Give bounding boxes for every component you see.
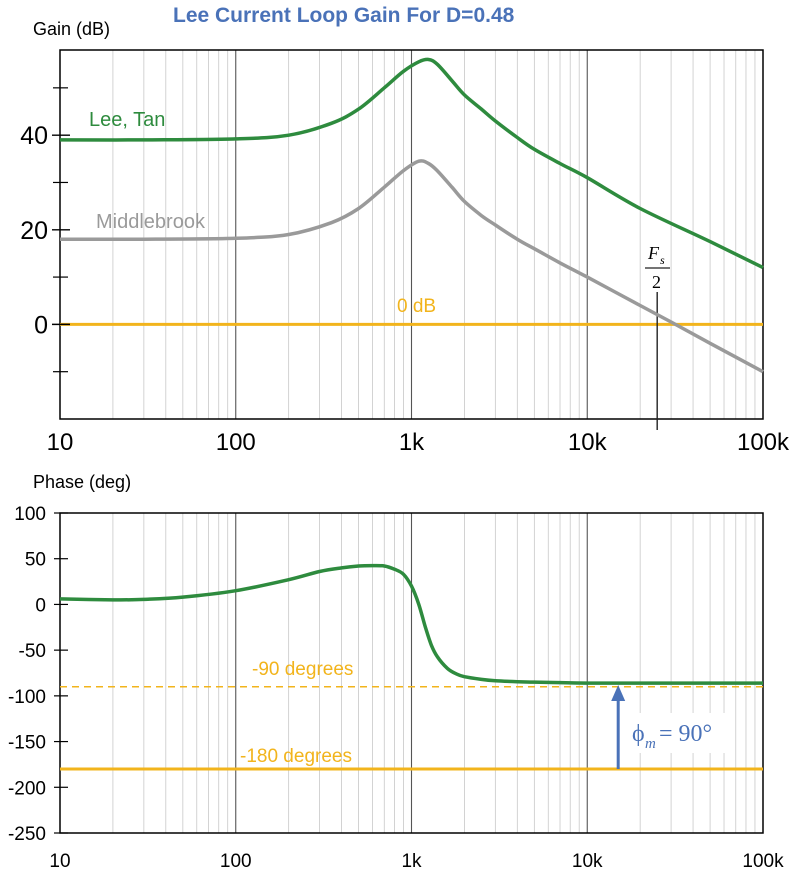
phase-tick-labels: 10 100 1k 10k 100k 100 50 0 -50 -100 -150 -200 -250 xyxy=(8,504,784,869)
lee-tan-series-label: Lee, Tan xyxy=(89,109,165,131)
gain-x-tick-label: 100 xyxy=(216,429,256,456)
gain-x-tick-label: 10 xyxy=(47,429,74,456)
phase-y-tick-label: -100 xyxy=(8,687,46,708)
minus-180-label: -180 degrees xyxy=(240,746,352,767)
chart-title: Lee Current Loop Gain For D=0.48 xyxy=(173,4,515,27)
phase-margin-subscript: m xyxy=(645,736,656,752)
phase-x-tick-label: 100 xyxy=(220,851,252,869)
gain-plot-frame xyxy=(59,49,764,420)
phase-x-tick-label: 1k xyxy=(401,851,422,869)
phase-margin-symbol: ϕ xyxy=(632,721,645,747)
lee-tan-phase-series xyxy=(59,563,763,685)
phase-y-tick-label: 50 xyxy=(25,550,46,571)
middlebrook-gain-series xyxy=(59,159,764,374)
gain-x-tick-label: 10k xyxy=(568,429,608,456)
phase-y-tick-label: -150 xyxy=(8,733,46,754)
fs-half-label: F s 2 xyxy=(645,243,670,292)
lee-tan-gain-series xyxy=(59,57,764,270)
gain-x-tick-label: 100k xyxy=(737,429,790,456)
fs-numerator: F xyxy=(647,243,660,263)
phase-plot-grid xyxy=(112,513,756,833)
phase-plot-frame xyxy=(59,512,764,834)
phase-x-tick-label: 10k xyxy=(572,851,603,869)
phase-margin-label: ϕ m = 90° xyxy=(626,713,726,753)
gain-y-tick-label: 20 xyxy=(20,217,48,245)
minus-90-label: -90 degrees xyxy=(252,659,353,680)
gain-x-tick-label: 1k xyxy=(399,429,425,456)
gain-tick-labels: 10 100 1k 10k 100k 40 20 0 xyxy=(20,87,790,456)
phase-y-tick-label: 0 xyxy=(35,595,46,616)
gain-axis-label: Gain (dB) xyxy=(33,19,110,39)
gain-plot-grid xyxy=(112,50,756,419)
phase-axis-label: Phase (deg) xyxy=(33,472,131,492)
phase-margin-label-bg xyxy=(626,713,726,753)
phase-x-tick-label: 10 xyxy=(49,851,70,869)
phase-y-tick-label: -250 xyxy=(8,824,46,845)
fs-subscript: s xyxy=(660,253,665,267)
middlebrook-series-label: Middlebrook xyxy=(96,211,206,233)
phase-y-tick-label: -50 xyxy=(19,641,46,662)
phase-y-tick-label: 100 xyxy=(14,504,46,525)
zero-db-label: 0 dB xyxy=(397,296,436,317)
phase-margin-arrow-head xyxy=(611,685,626,702)
gain-y-tick-label: 40 xyxy=(20,122,48,150)
fs-denominator: 2 xyxy=(652,272,661,292)
phase-margin-value: = 90° xyxy=(659,721,712,747)
phase-x-tick-label: 100k xyxy=(742,851,784,869)
phase-y-tick-label: -200 xyxy=(8,778,46,799)
gain-y-tick-label: 0 xyxy=(34,311,48,339)
